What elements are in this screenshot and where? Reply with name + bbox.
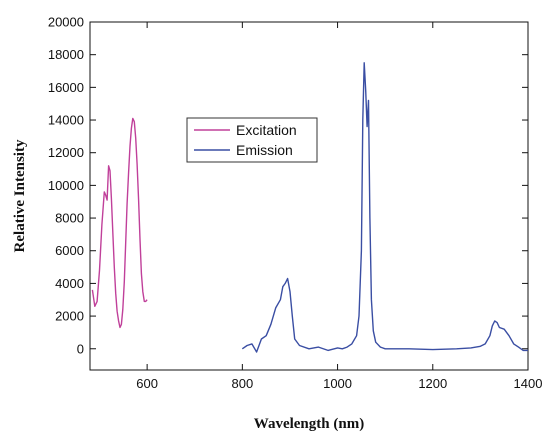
x-tick-label: 600 bbox=[136, 376, 158, 391]
y-tick-label: 4000 bbox=[55, 276, 84, 291]
x-tick-label: 1400 bbox=[514, 376, 543, 391]
y-tick-label: 0 bbox=[77, 341, 84, 356]
y-axis-title: Relative Intensity bbox=[12, 139, 28, 252]
series-layer bbox=[91, 62, 528, 353]
plot-area bbox=[89, 21, 529, 371]
y-tick-label: 18000 bbox=[48, 47, 84, 62]
y-tick-label: 2000 bbox=[55, 309, 84, 324]
y-axis: 0 2000 4000 6000 8000 10000 12000 14000 16000 180… bbox=[48, 15, 528, 356]
x-axis-title: Wavelength (nm) bbox=[254, 416, 364, 432]
x-axis: 600 800 1000 1200 1400 bbox=[136, 22, 542, 391]
y-tick-label: 16000 bbox=[48, 80, 84, 95]
y-tick-label: 6000 bbox=[55, 243, 84, 258]
y-tick-label: 8000 bbox=[55, 211, 84, 226]
y-tick-label: 14000 bbox=[48, 113, 84, 128]
y-tick-label: 20000 bbox=[48, 15, 84, 30]
series-line-excitation bbox=[91, 117, 148, 329]
legend-label-emission: Emission bbox=[236, 142, 293, 158]
x-tick-label: 800 bbox=[231, 376, 253, 391]
y-tick-label: 12000 bbox=[48, 145, 84, 160]
x-tick-label: 1200 bbox=[418, 376, 447, 391]
series-line-emission bbox=[241, 62, 528, 353]
legend-box bbox=[186, 117, 318, 163]
y-tick-label: 10000 bbox=[48, 178, 84, 193]
x-tick-label: 1000 bbox=[323, 376, 352, 391]
legend-label-excitation: Excitation bbox=[236, 122, 297, 138]
legend: Excitation Emission bbox=[186, 117, 318, 163]
